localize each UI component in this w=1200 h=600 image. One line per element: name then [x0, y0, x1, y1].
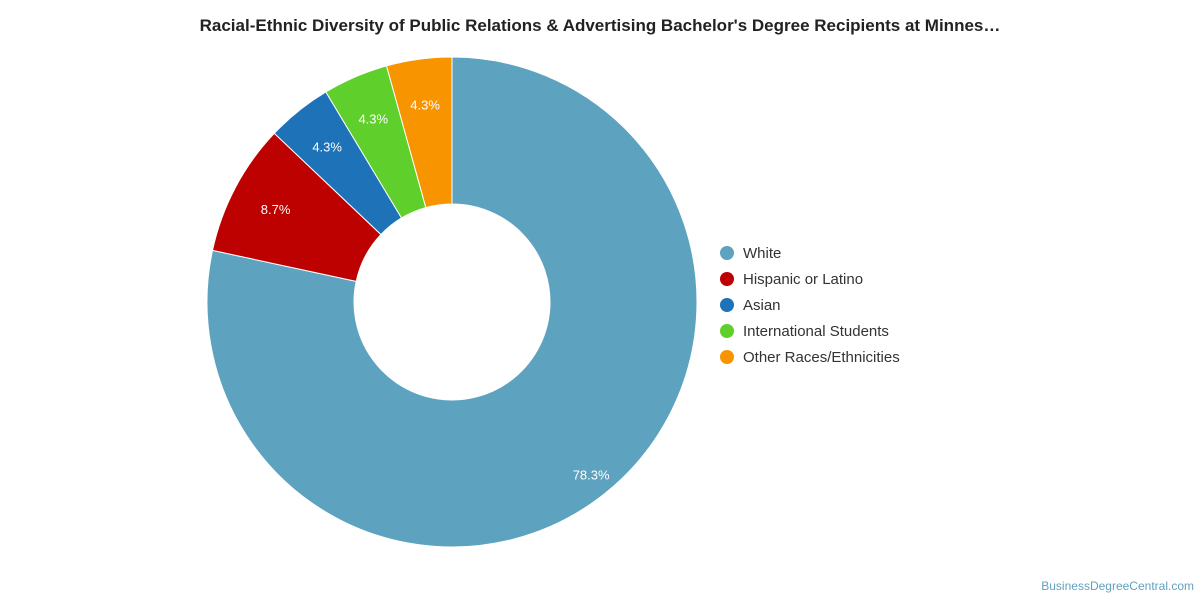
chart-title: Racial-Ethnic Diversity of Public Relati… — [199, 16, 1001, 35]
legend-item[interactable]: International Students — [720, 318, 900, 344]
legend-dot-icon — [720, 350, 734, 364]
legend-dot-icon — [720, 272, 734, 286]
data-label: 8.7% — [261, 202, 291, 217]
legend-item[interactable]: Asian — [720, 292, 900, 318]
source-credit[interactable]: BusinessDegreeCentral.com — [1041, 579, 1194, 593]
legend-item[interactable]: Other Races/Ethnicities — [720, 344, 900, 370]
data-label: 4.3% — [358, 112, 388, 127]
legend-item[interactable]: Hispanic or Latino — [720, 266, 900, 292]
data-label: 4.3% — [312, 139, 342, 154]
slice-white[interactable] — [206, 56, 698, 548]
slice-other-races-ethnicities[interactable] — [385, 56, 453, 209]
legend-label: White — [743, 244, 782, 262]
data-label: 4.3% — [410, 97, 440, 112]
legend-label: Other Races/Ethnicities — [743, 348, 900, 366]
legend-dot-icon — [720, 298, 734, 312]
legend-label: Asian — [743, 296, 781, 314]
legend-item[interactable]: White — [720, 240, 900, 266]
legend-dot-icon — [720, 246, 734, 260]
legend-dot-icon — [720, 324, 734, 338]
legend-label: Hispanic or Latino — [743, 270, 864, 288]
legend-label: International Students — [743, 322, 889, 340]
data-label: 78.3% — [573, 467, 610, 482]
chart-legend: White Hispanic or Latino Asian Internationa… — [720, 240, 900, 370]
